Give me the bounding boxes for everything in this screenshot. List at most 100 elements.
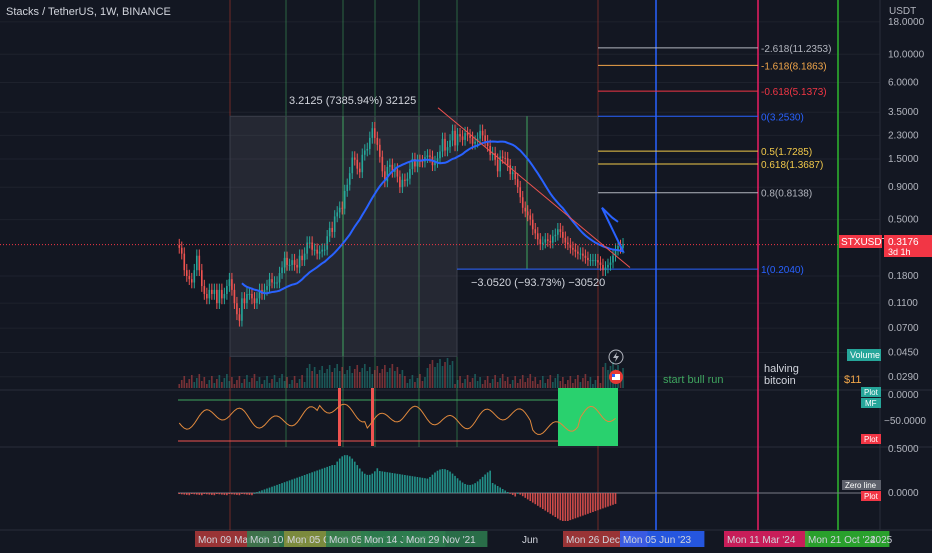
macd-bar [341,456,344,493]
candle-body [268,279,271,287]
macd-bar [286,481,288,493]
macd-bar [394,473,396,493]
volume-bar [238,376,241,388]
candle-body [614,249,617,256]
volume-bar [243,379,246,388]
candle-body [198,255,201,271]
candle-body [273,282,276,284]
candle-body [587,257,589,261]
candle-body [346,184,349,191]
macd-bar [326,466,328,493]
macd-bar [614,493,617,504]
macd-bar [446,470,449,493]
macd-bar [231,493,233,495]
volume-bar [597,376,599,388]
volume-bar [281,374,283,388]
macd-bar [524,493,527,498]
volume-bar [582,378,584,388]
candle-body [622,244,624,248]
macd-panel [178,455,880,521]
macd-bar [241,493,243,494]
price-tick: 10.0000 [888,49,925,60]
fib-level-label: -2.618(11.2353) [761,44,831,55]
candle-body [236,303,238,315]
volume-bar [549,375,552,388]
macd-bar [306,474,308,493]
alert-icon[interactable] [608,349,624,365]
volume-bar [353,369,356,388]
candle-body [471,137,474,144]
volume-bar [326,369,328,388]
macd-bar [484,474,486,493]
candle-body [276,282,278,284]
time-label[interactable]: Mon 26 Dec '22 [566,535,636,546]
time-label[interactable]: Mon 05 Oct '20 [287,535,355,546]
flag-icon[interactable] [609,370,623,384]
mf-tick-1: −50.0000 [884,416,926,427]
volume-bar [587,381,589,388]
macd-bar [193,493,196,495]
volume-bar [569,376,572,388]
macd-bar [544,493,547,511]
price-tick: 18.0000 [888,17,925,28]
candle-body [604,267,607,271]
candle-body [459,134,461,137]
macd-bar [469,484,471,493]
candle-body [516,179,519,188]
macd-bar [384,471,386,493]
time-label[interactable]: 2025 [870,535,893,546]
volume-bar [258,377,261,388]
time-label[interactable]: Mon 29 Nov '21 [406,535,476,546]
macd-bar [223,493,226,495]
volume-bar [531,381,534,388]
volume-bar [409,379,411,388]
symbol-title[interactable]: Stacks / TetherUS, 1W, BINANCE [6,6,171,18]
volume-bar [516,383,519,388]
mf-plot-tag-top [861,387,881,397]
macd-bar [281,483,283,493]
macd-bar [381,471,384,493]
volume-bar [454,384,456,388]
macd-bar [213,493,216,496]
candle-body [386,166,389,182]
macd-bar [612,493,614,505]
mf-plot-tag-top-text: Plot [864,388,879,397]
volume-bar [579,382,582,388]
time-label[interactable]: Mon 21 Oct '24 [808,535,876,546]
macd-bar [434,472,436,493]
candle-body [441,138,444,152]
macd-bar [439,469,441,493]
macd-bar [256,492,258,493]
volume-bar [188,379,191,388]
time-label[interactable]: Jun [522,535,538,546]
time-label[interactable]: Mon 14 Jun '21 [364,535,433,546]
volume-bar [444,362,446,388]
price-tick: 3.5000 [888,107,919,118]
candle-body [446,147,449,151]
time-label[interactable]: Mon 09 Mar '20 [198,535,268,546]
candle-body [203,286,206,294]
volume-bar [356,365,359,388]
volume-bar [552,382,554,388]
macd-bar [178,493,181,494]
macd-bar [549,493,552,514]
candle-body [348,173,351,185]
candle-body [434,162,436,166]
time-label[interactable]: Mon 11 Mar '24 [727,535,796,546]
macd-bar [461,482,464,493]
macd-bar [291,479,293,493]
volume-bar [323,373,326,388]
volume-bar [529,374,532,388]
fib-retracement[interactable]: -2.618(11.2353) -1.618(8.1863) -0.618(5.13… [457,44,831,276]
candle-body [389,164,391,167]
candle-body [602,264,604,271]
volume-bar [509,384,512,388]
time-label[interactable]: Mon 05 Jun '23 [623,535,692,546]
volume-bar [514,376,517,388]
volume-bar [416,378,419,388]
trend-lines[interactable] [0,107,880,268]
candle-body [303,253,306,261]
